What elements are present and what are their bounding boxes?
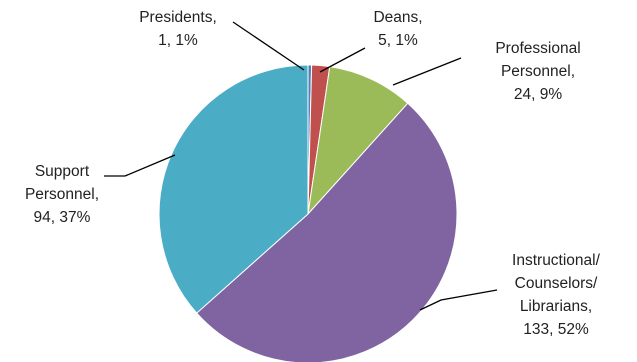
- data-label-line: Deans,: [373, 9, 422, 26]
- slice-professional-personnel: [307, 66, 409, 216]
- data-label-line: 94, 37%: [34, 209, 91, 226]
- leader-line-instructional-counselors-librarians: [419, 289, 498, 311]
- data-label-support-personnel: Support Personnel, 94, 37%: [25, 163, 99, 226]
- data-label-line: 5, 1%: [378, 32, 418, 49]
- data-label-line: 1, 1%: [158, 32, 198, 49]
- data-label-line: Librarians,: [520, 298, 592, 315]
- data-label-professional-personnel: Professional Personnel, 24, 9%: [495, 40, 580, 103]
- data-label-line: Instructional/: [512, 252, 601, 269]
- data-label-line: 133, 52%: [523, 321, 589, 338]
- leader-line-professional-personnel: [392, 57, 462, 86]
- data-label-line: Counselors/: [515, 275, 598, 292]
- data-label-instructional-counselors-librarians: Instructional/Counselors/Librarians, 133,…: [512, 252, 601, 338]
- data-label-line: Personnel,: [25, 186, 99, 203]
- data-label-line: Personnel,: [501, 63, 575, 80]
- data-label-line: Support: [35, 163, 90, 180]
- data-label-line: Professional: [495, 40, 580, 57]
- leader-lines: [104, 21, 498, 311]
- data-label-line: Presidents,: [139, 9, 217, 26]
- leader-line-support-personnel: [104, 154, 176, 177]
- data-label-line: 24, 9%: [514, 86, 562, 103]
- data-label-deans: Deans, 5, 1%: [373, 9, 422, 49]
- leader-line-presidents: [232, 21, 305, 71]
- data-labels: Presidents, 1, 1%Deans, 5, 1% Professional P…: [25, 9, 601, 338]
- leader-line-deans: [319, 47, 366, 73]
- slice-instructional-counselors-librarians: [195, 102, 458, 362]
- pie-slices: [158, 64, 458, 362]
- data-label-presidents: Presidents, 1, 1%: [139, 9, 217, 49]
- slice-support-personnel: [158, 64, 309, 314]
